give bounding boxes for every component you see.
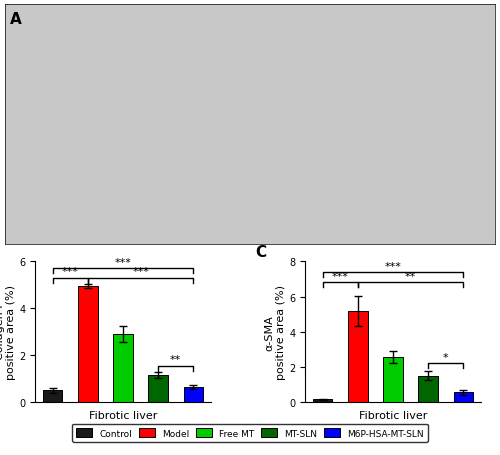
X-axis label: Fibrotic liver: Fibrotic liver	[89, 410, 157, 420]
Bar	[348, 311, 368, 402]
Bar	[418, 376, 438, 402]
Legend: Control, Model, Free MT, MT-SLN, M6P-HSA-MT-SLN: Control, Model, Free MT, MT-SLN, M6P-HSA…	[72, 424, 428, 442]
Bar	[148, 375, 168, 402]
Text: ***: ***	[384, 261, 402, 271]
Text: C: C	[256, 244, 267, 259]
Text: **: **	[405, 272, 416, 282]
Y-axis label: α-SMA
positive area (%): α-SMA positive area (%)	[264, 284, 286, 379]
Bar	[78, 286, 98, 402]
Bar	[454, 393, 473, 402]
Text: ***: ***	[332, 272, 348, 282]
Text: ***: ***	[132, 267, 149, 277]
Text: **: **	[170, 354, 181, 364]
Bar	[43, 390, 62, 402]
Text: A: A	[10, 12, 22, 27]
Bar	[184, 387, 203, 402]
Bar	[114, 334, 132, 402]
Text: ***: ***	[114, 258, 132, 268]
Bar	[384, 358, 402, 402]
Text: ***: ***	[62, 267, 78, 277]
Y-axis label: Collagen I
positive area (%): Collagen I positive area (%)	[0, 284, 16, 379]
Text: *: *	[443, 352, 448, 362]
Bar	[313, 399, 332, 402]
X-axis label: Fibrotic liver: Fibrotic liver	[359, 410, 427, 420]
